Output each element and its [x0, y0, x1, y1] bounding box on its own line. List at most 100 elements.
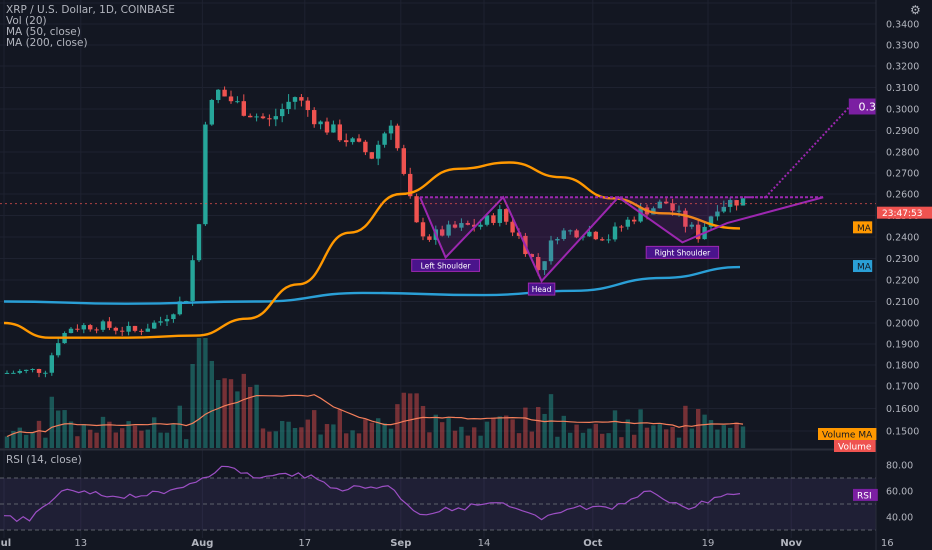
gear-icon[interactable]: ⚙	[910, 3, 921, 17]
candle-body	[305, 100, 310, 111]
volume-bar	[427, 432, 432, 448]
candle	[184, 300, 189, 302]
volume-bar	[286, 421, 291, 448]
price-tick: 0.2700	[886, 169, 919, 180]
rsi-line	[3, 465, 741, 523]
volume-bar	[337, 409, 342, 448]
candle	[158, 316, 163, 326]
candle	[356, 134, 362, 143]
vol-legend[interactable]: Vol (20)	[6, 15, 47, 27]
volume-bar	[452, 430, 458, 448]
volume-bar	[11, 430, 16, 448]
candle	[465, 220, 470, 226]
candle-body	[196, 224, 202, 261]
volume-bar	[132, 425, 138, 448]
symbol-legend[interactable]: XRP / U.S. Dollar, 1D, COINBASE	[6, 4, 175, 16]
head-label: Head	[527, 282, 556, 296]
countdown-tag-box	[877, 206, 932, 219]
candle-body	[126, 325, 131, 332]
candle	[625, 216, 630, 230]
candle	[683, 208, 688, 233]
candle-body	[606, 239, 611, 241]
candle	[107, 317, 112, 331]
candle-body	[555, 238, 560, 241]
candle-body	[734, 200, 739, 206]
volume-bar	[504, 415, 509, 448]
volume-bar	[638, 409, 643, 448]
ma50-legend[interactable]: MA (50, close)	[6, 26, 81, 38]
candle	[574, 228, 579, 239]
candle	[491, 213, 496, 226]
price-tick: 0.2900	[886, 126, 919, 137]
volume-ma-line	[6, 394, 744, 438]
ma50-tag-box	[853, 221, 873, 234]
candle-body	[286, 101, 291, 110]
volume-bar	[88, 429, 93, 448]
volume-bar	[555, 436, 560, 448]
candle	[11, 370, 16, 374]
volume-bar	[657, 424, 662, 448]
candle-body	[593, 231, 598, 240]
candle-body	[94, 329, 99, 331]
candle	[273, 108, 278, 127]
left-shoulder-label: Left Shoulder	[411, 258, 481, 272]
candle-body	[472, 224, 477, 227]
volume-bar	[715, 429, 720, 448]
candle-body	[88, 325, 93, 330]
right-shoulder-label: Right Shoulder	[645, 245, 720, 259]
candle	[600, 237, 605, 242]
volume-bar	[689, 428, 694, 448]
volume-bar	[708, 420, 714, 448]
volume-bar	[670, 426, 675, 448]
rsi-tag-text: RSI	[857, 491, 872, 501]
candle	[209, 98, 214, 126]
volume-bar	[196, 338, 202, 448]
candle-body	[68, 328, 74, 334]
head-label-text: Head	[532, 285, 552, 294]
volume-bar	[292, 427, 298, 448]
volume-tag-text: Volume	[838, 443, 872, 453]
candle-body	[670, 203, 675, 211]
candle	[280, 103, 285, 123]
candle-body	[696, 224, 701, 240]
candle	[619, 224, 624, 232]
candle-body	[561, 230, 566, 239]
price-tick: 0.1900	[886, 340, 919, 351]
volume-bar	[152, 417, 157, 448]
volume-bar	[267, 431, 272, 448]
candle-body	[4, 372, 10, 374]
right-shoulder-label-text: Right Shoulder	[655, 248, 711, 257]
candle	[446, 220, 451, 238]
volume-bar	[651, 425, 656, 448]
volume-bar	[43, 437, 48, 448]
price-tick: 0.3000	[886, 105, 919, 116]
time-tick: Aug	[191, 538, 213, 549]
volume-bar	[222, 378, 227, 448]
candle-body	[139, 330, 144, 332]
candle-body	[664, 201, 669, 204]
rsi-legend[interactable]: RSI (14, close)	[6, 454, 82, 466]
candle	[113, 326, 118, 335]
candle-body	[401, 148, 406, 174]
volume-bar	[164, 432, 170, 448]
candle-body	[17, 370, 22, 373]
volume-bar	[107, 421, 112, 448]
volume-bar	[30, 433, 35, 448]
volume-bar	[446, 417, 451, 448]
candle	[324, 117, 330, 135]
candle-body	[24, 369, 29, 371]
candle-body	[427, 236, 432, 240]
candle-body	[740, 198, 746, 206]
candle-body	[107, 321, 112, 328]
candle	[395, 123, 400, 151]
time-tick: 19	[702, 538, 715, 549]
candle	[190, 255, 195, 306]
rsi-pane	[0, 465, 876, 531]
candle-body	[683, 210, 688, 227]
candle-body	[171, 314, 176, 320]
ma200-legend[interactable]: MA (200, close)	[6, 37, 88, 49]
candle-body	[120, 330, 125, 332]
